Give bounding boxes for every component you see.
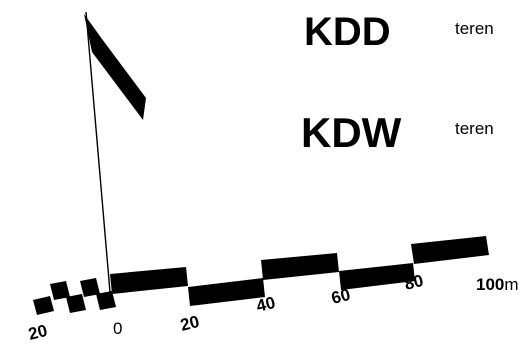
scale-segment-20-40 [188,278,265,306]
scale-segment-60-80 [339,263,415,290]
north-arrow-staff [85,11,111,293]
scale-segment-80-100 [411,236,489,264]
legend-code-kdw: KDW [301,109,402,156]
scale-check-4 [80,278,100,297]
scale-check-5 [96,291,116,310]
north-arrow-pennant [84,14,146,120]
scale-tick-label: 40 [254,293,277,316]
scale-tick-labels: 20 0 20 40 60 80 100m [26,271,518,344]
scale-unit: m [504,275,518,294]
scale-tick-value-100: 100 [476,275,504,294]
scale-tick-label-last: 100m [476,275,519,294]
scale-check-1 [33,296,54,315]
scale-tick-label: 0 [113,319,122,338]
north-arrow-flag-icon [84,11,146,293]
scale-tick-label: 20 [178,312,201,335]
legend-code-kdd: KDD [304,10,391,54]
scale-bar-subdivision [33,278,116,315]
scale-check-2 [50,281,70,300]
legend-description-kdd: teren [455,19,494,38]
legend-description-kdw: teren [455,119,494,138]
scale-tick-label: 20 [26,321,49,344]
scale-tick-label: 60 [329,285,352,308]
scale-tick-label: 80 [402,271,425,294]
scale-segment-40-60 [261,253,339,280]
scale-check-3 [66,294,86,313]
scale-segment-0-20 [110,267,188,294]
scale-bar-segments [110,236,489,306]
